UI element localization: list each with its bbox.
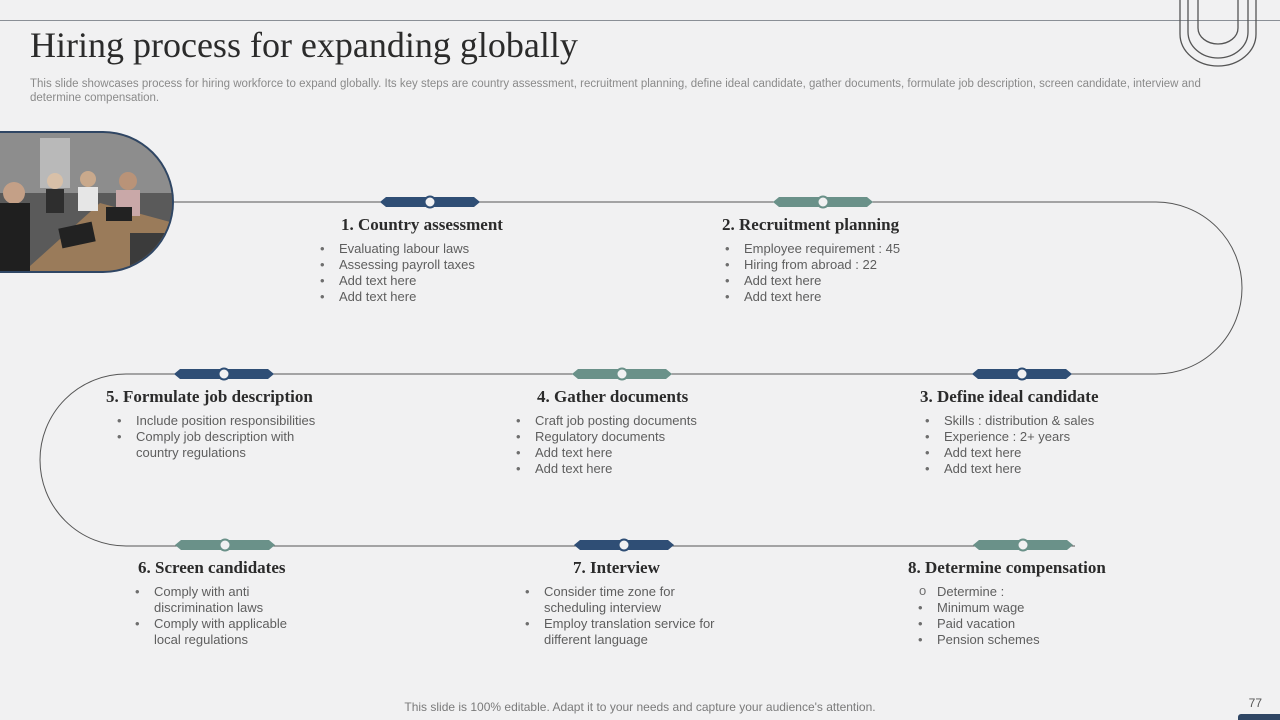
step-recruitment-planning: 2. Recruitment planning Employee require… [722,215,900,305]
step-title: 6. Screen candidates [138,558,286,577]
step-bullets: Include position responsibilities Comply… [117,413,332,461]
bullet: Include position responsibilities [117,413,332,429]
sub-heading: Determine : [918,583,1106,600]
bullet: Regulatory documents [516,429,697,445]
step-marker-2 [773,195,873,209]
team-meeting-photo [0,131,174,273]
step-country-assessment: 1. Country assessment Evaluating labour … [320,215,503,305]
bullet: Add text here [725,273,900,289]
step-define-ideal-candidate: 3. Define ideal candidate Skills : distr… [920,387,1099,477]
step-title: 7. Interview [573,558,660,577]
decorative-u-shape-icon [1179,0,1257,67]
step-marker-4 [572,367,672,381]
bullet: Skills : distribution & sales [925,413,1099,429]
bullet: Comply with applicable local regulations [135,616,304,648]
bullet: Minimum wage [918,600,1106,616]
step-determine-compensation: 8. Determine compensation Determine : Mi… [908,558,1106,648]
bullet: Add text here [320,289,503,305]
bullet: Add text here [925,461,1099,477]
step-screen-candidates: 6. Screen candidates Comply with anti di… [135,558,310,648]
bullet: Comply with anti discrimination laws [135,584,274,616]
step-bullets: Skills : distribution & sales Experience… [925,413,1099,477]
meeting-illustration-icon [0,133,172,271]
bullet: Paid vacation [918,616,1106,632]
bullet: Experience : 2+ years [925,429,1099,445]
step-interview: 7. Interview Consider time zone for sche… [525,558,725,648]
bullet: Add text here [516,445,697,461]
bullet: Consider time zone for scheduling interv… [525,584,694,616]
page-accent-bar [1238,714,1280,720]
step-marker-7 [574,538,674,552]
page-subtitle: This slide showcases process for hiring … [30,78,1201,104]
step-bullets: Consider time zone for scheduling interv… [525,584,725,648]
bullet: Add text here [516,461,697,477]
step-title: 4. Gather documents [537,387,689,406]
step-title: 1. Country assessment [341,215,503,234]
bullet: Evaluating labour laws [320,241,503,257]
step-formulate-job-description: 5. Formulate job description Include pos… [106,387,332,461]
bullet: Add text here [925,445,1099,461]
step-marker-5 [174,367,274,381]
step-title: 3. Define ideal candidate [920,387,1099,406]
step-title: 2. Recruitment planning [722,215,900,234]
bullet: Employee requirement : 45 [725,241,900,257]
page-number: 77 [1248,696,1262,710]
step-title: 5. Formulate job description [106,387,313,406]
bullet: Assessing payroll taxes [320,257,503,273]
step-title: 8. Determine compensation [908,558,1106,577]
bullet: Comply job description with country regu… [117,429,306,461]
step-marker-8 [973,538,1073,552]
step-marker-3 [972,367,1072,381]
step-gather-documents: 4. Gather documents Craft job posting do… [516,387,697,477]
bullet: Add text here [320,273,503,289]
step-bullets: Minimum wage Paid vacation Pension schem… [918,600,1106,648]
step-bullets: Employee requirement : 45 Hiring from ab… [725,241,900,305]
page-title: Hiring process for expanding globally [30,25,578,65]
bullet: Employ translation service for different… [525,616,729,648]
bullet: Pension schemes [918,632,1106,648]
step-bullets: Craft job posting documents Regulatory d… [516,413,697,477]
bullet: Add text here [725,289,900,305]
top-rule [0,20,1280,21]
bullet: Craft job posting documents [516,413,697,429]
footer-note: This slide is 100% editable. Adapt it to… [404,700,876,714]
step-bullets: Evaluating labour laws Assessing payroll… [320,241,503,305]
step-marker-6 [175,538,275,552]
step-bullets: Comply with anti discrimination laws Com… [135,584,310,648]
step-marker-1 [380,195,480,209]
bullet: Hiring from abroad : 22 [725,257,900,273]
